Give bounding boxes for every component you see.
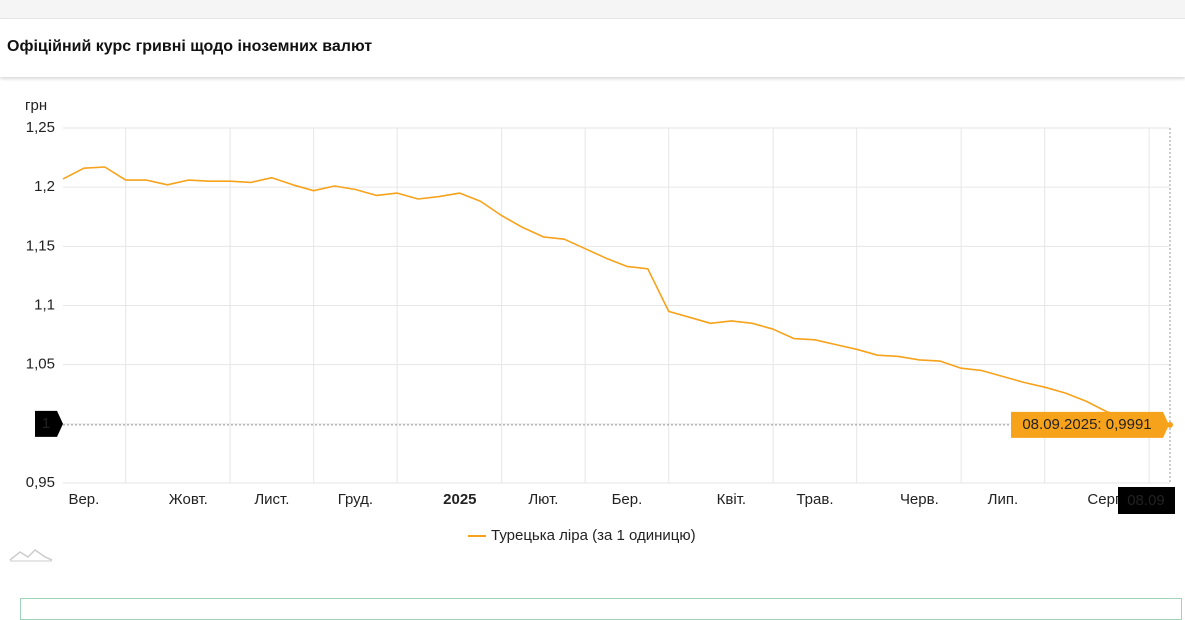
x-tick-label: Трав. [796,491,833,508]
point-marker [1167,421,1173,428]
x-tick-label: 2025 [443,491,476,508]
logo [9,549,53,561]
header: Офіційний курс гривні щодо іноземних вал… [0,19,1185,77]
top-bar [0,0,1185,19]
x-tick-label: Серп. [1087,491,1127,508]
x-tick-label: Лип. [988,491,1019,508]
x-tick-label: Лист. [254,491,289,508]
x-tick-label: Лют. [528,491,558,508]
chart: грн 0,95 1 1,05 1,1 1,15 1,2 1,25 Вер. Жовт. Лист… [9,97,1175,562]
y-tick-label: 1,1 [34,296,55,313]
y-tick-label: 1,2 [34,178,55,195]
y-tick-label: 1,25 [26,119,55,136]
x-tick-label: Квіт. [717,491,746,508]
y-tick-label: 1,05 [26,356,55,373]
tooltip-text: 08.09.2025: 0,9991 [1022,416,1151,433]
y-tick-label: 1,15 [26,237,55,254]
info-box [20,598,1182,620]
tooltip-box [1011,411,1169,438]
crosshair-y-box [35,410,63,437]
series-line [62,166,1171,426]
y-tick-label: 1 [42,415,50,432]
x-tick-label: Жовт. [169,491,208,508]
crosshair-x-box [1118,487,1175,514]
x-tick-label: Вер. [68,491,99,508]
y-tick-label: 0,95 [26,474,55,491]
x-tick-label: Груд. [338,491,373,508]
x-tick-label: Бер. [612,491,643,508]
y-axis-label: грн [25,97,47,114]
page-title: Офіційний курс гривні щодо іноземних вал… [7,38,373,55]
crosshair-x-label: 08.09 [1127,492,1165,509]
x-tick-label: Черв. [900,491,939,508]
legend-label: Турецька ліра (за 1 одиницю) [491,527,696,544]
